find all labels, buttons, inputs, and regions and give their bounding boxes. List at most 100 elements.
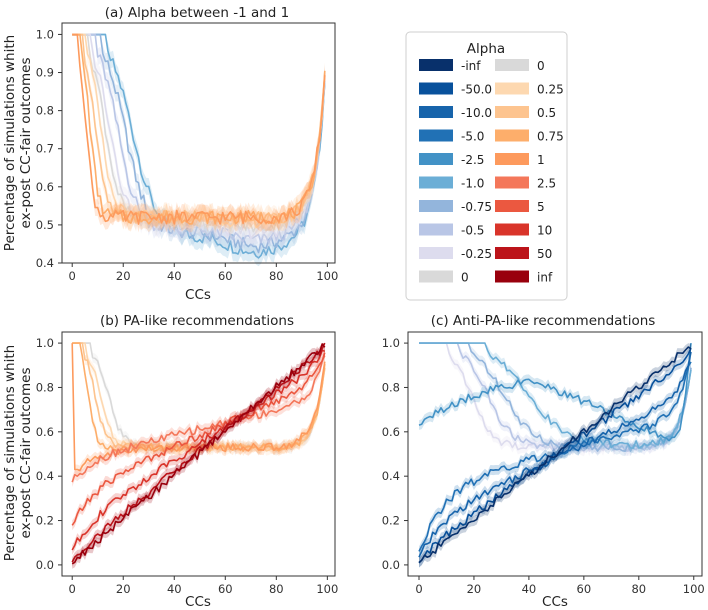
series-line-inf [71, 343, 326, 565]
series-line--1.0 [419, 342, 692, 449]
legend-swatch [419, 223, 453, 236]
y-tick-label: 0.6 [36, 180, 54, 194]
panel-c-x-ticks: 0 20 40 60 80 100 [415, 576, 705, 596]
panel-c-x-label: CCs [542, 594, 568, 610]
y-tick-label: 1.0 [36, 27, 54, 41]
y-tick-label: 0.2 [382, 514, 400, 528]
series-line--50.0 [418, 347, 692, 564]
legend-label: 0 [461, 271, 469, 285]
legend-swatch [495, 200, 529, 212]
x-tick-label: 100 [316, 582, 338, 596]
y-tick-label: 0.9 [36, 66, 54, 80]
y-tick-label: 0.5 [36, 218, 54, 232]
legend-swatch [495, 59, 529, 71]
confidence-band--0.25 [419, 343, 691, 457]
legend-label: 50 [537, 247, 552, 261]
x-tick-label: 80 [269, 269, 284, 283]
panel-c-plot [418, 342, 692, 568]
x-tick-label: 40 [167, 582, 182, 596]
legend-swatch [419, 106, 453, 118]
legend-swatch [495, 176, 529, 189]
legend-title: Alpha [467, 41, 505, 57]
x-tick-label: 60 [218, 582, 233, 596]
legend-label: -10.0 [461, 106, 492, 120]
panel-b-y-label-line1: Percentage of simulations whith [2, 345, 18, 561]
y-tick-label: 0.6 [36, 425, 54, 439]
series-line-5 [71, 352, 326, 526]
x-tick-label: 20 [116, 269, 131, 283]
series-line--2.5 [418, 343, 692, 442]
legend-label: 1 [537, 153, 545, 167]
y-tick-label: 0.4 [36, 256, 54, 270]
legend-label: 0 [537, 59, 545, 73]
x-tick-label: 100 [316, 269, 338, 283]
y-tick-label: 0.0 [36, 558, 54, 572]
legend-label: inf [537, 271, 553, 285]
legend-items: -inf -50.0 -10.0 -5.0 -2.5 -1.0 -0.75 -0.5 -0.25… [419, 59, 564, 285]
panel-c: (c) Anti-PA-like recommendations 0 20 40 60… [382, 313, 705, 610]
x-tick-label: 60 [577, 582, 592, 596]
panel-a-plot [72, 33, 326, 267]
legend-swatch [419, 82, 453, 95]
series-line--inf [418, 346, 692, 564]
legend-swatch [495, 223, 529, 236]
panel-a-y-label-line1: Percentage of simulations whith [2, 35, 18, 251]
panel-c-title: (c) Anti-PA-like recommendations [431, 313, 656, 329]
legend-swatch [495, 270, 529, 283]
legend-label: -0.5 [461, 224, 484, 238]
legend-swatch [495, 129, 529, 142]
y-tick-label: 0.2 [36, 514, 54, 528]
panel-b-plot [71, 342, 326, 569]
panel-b: (b) PA-like recommendations 0 20 40 60 80 100… [2, 313, 338, 610]
series-line-10 [71, 349, 326, 551]
legend-label: 0.5 [537, 106, 556, 120]
legend-label: 2.5 [537, 177, 556, 191]
legend-swatch [419, 247, 453, 259]
y-tick-label: 1.0 [382, 336, 400, 350]
panel-b-x-label: CCs [185, 594, 211, 610]
x-tick-label: 0 [415, 582, 422, 596]
confidence-band-0 [72, 34, 325, 241]
legend-swatch [419, 200, 453, 212]
x-tick-label: 60 [218, 269, 233, 283]
series-line-0 [72, 33, 326, 233]
panel-b-title: (b) PA-like recommendations [100, 313, 294, 329]
x-tick-label: 100 [683, 582, 705, 596]
legend-label: 0.25 [537, 83, 564, 97]
confidence-band-0.25 [72, 34, 325, 237]
confidence-band-2.5 [72, 350, 325, 487]
x-tick-label: 40 [167, 269, 182, 283]
x-tick-label: 20 [116, 582, 131, 596]
legend-swatch [495, 247, 529, 259]
legend-label: 0.75 [537, 130, 564, 144]
legend-label: -inf [461, 59, 481, 73]
x-tick-label: 40 [522, 582, 537, 596]
panel-b-y-ticks: 0.0 0.2 0.4 0.6 0.8 1.0 [36, 336, 62, 572]
y-tick-label: 0.0 [382, 558, 400, 572]
y-tick-label: 0.8 [36, 380, 54, 394]
panel-a-y-ticks: 0.4 0.5 0.6 0.7 0.8 0.9 1.0 [36, 27, 62, 270]
legend-swatch [419, 176, 453, 189]
panel-a-title: (a) Alpha between -1 and 1 [105, 5, 289, 21]
legend-label: 5 [537, 200, 545, 214]
panel-b-x-ticks: 0 20 40 60 80 100 [69, 576, 338, 596]
y-tick-label: 0.4 [382, 469, 400, 483]
legend-swatch [419, 129, 453, 142]
legend-label: -0.75 [461, 200, 492, 214]
panel-a-x-ticks: 0 20 40 60 80 100 [69, 263, 338, 283]
y-tick-label: 0.7 [36, 142, 54, 156]
legend-label: -5.0 [461, 130, 484, 144]
panel-a-x-label: CCs [185, 287, 211, 303]
y-tick-label: 0.8 [36, 104, 54, 118]
legend-label: -0.25 [461, 247, 492, 261]
panel-c-frame [407, 331, 703, 577]
legend-swatch [419, 270, 453, 283]
legend-label: 10 [537, 224, 552, 238]
x-tick-label: 20 [467, 582, 482, 596]
series-line-0.5 [72, 33, 326, 224]
legend-swatch [495, 82, 529, 95]
legend-swatch [495, 153, 529, 165]
panel-a-y-label-line2: ex-post CC-fair outcomes [18, 58, 34, 229]
x-tick-label: 80 [631, 582, 646, 596]
